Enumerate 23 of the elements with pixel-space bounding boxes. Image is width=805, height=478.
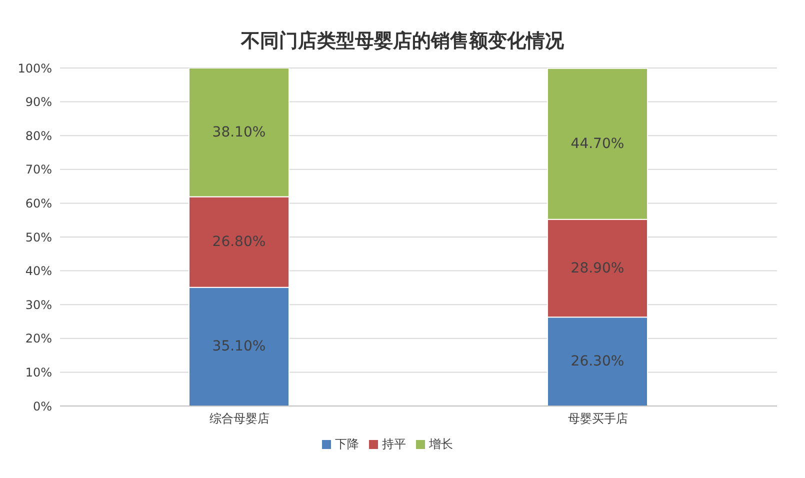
data-label: 44.70% <box>570 136 624 152</box>
data-label: 26.80% <box>212 234 266 250</box>
data-label: 28.90% <box>570 260 624 276</box>
legend-label: 下降 <box>335 437 359 451</box>
y-tick-label: 80% <box>25 128 52 143</box>
legend-label: 持平 <box>382 437 406 451</box>
data-label: 35.10% <box>212 338 266 355</box>
x-tick-label: 母婴买手店 <box>568 412 628 426</box>
y-tick-label: 100% <box>18 61 52 76</box>
y-tick-label: 10% <box>25 365 52 380</box>
y-tick-label: 40% <box>25 264 52 278</box>
y-tick-label: 20% <box>25 332 52 346</box>
legend-label: 增长 <box>429 437 453 451</box>
y-tick-label: 30% <box>25 298 52 312</box>
y-tick-label: 50% <box>25 230 52 244</box>
data-label: 38.10% <box>212 124 266 140</box>
y-tick-label: 90% <box>25 95 52 110</box>
data-label: 26.30% <box>570 354 624 370</box>
y-tick-label: 70% <box>25 162 52 177</box>
y-tick-label: 0% <box>32 399 52 414</box>
y-tick-label: 60% <box>25 196 52 210</box>
x-tick-label: 综合母婴店 <box>209 412 270 426</box>
chart-title: 不同门店类型母婴店的销售额变化情况 <box>240 29 565 54</box>
